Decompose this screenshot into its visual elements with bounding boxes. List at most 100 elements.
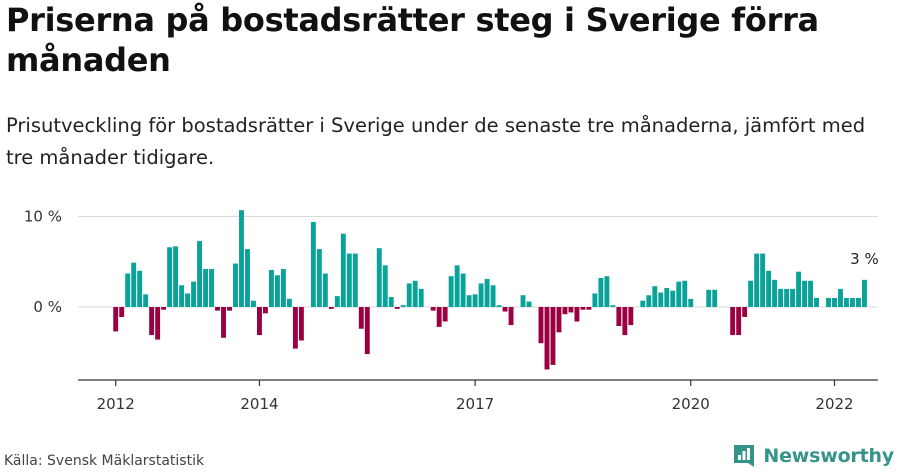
chart-bar	[448, 276, 454, 307]
chart-bar	[802, 280, 807, 307]
chart-bar	[742, 307, 748, 317]
chart-bar	[185, 293, 191, 308]
chart-bar	[316, 249, 322, 307]
source-note: Källa: Svensk Mäklarstatistik	[4, 453, 205, 469]
chart-bar	[167, 247, 173, 307]
chart-bar	[161, 307, 167, 310]
chart-bar	[712, 289, 718, 308]
chart-bar	[736, 307, 742, 336]
chart-bar	[850, 297, 855, 307]
chart-bar	[257, 307, 262, 336]
chart-bar	[778, 288, 784, 307]
chart-bar	[412, 280, 418, 307]
chart-bar	[616, 307, 622, 327]
chart-bar	[155, 307, 161, 340]
chart-bar	[784, 288, 790, 307]
chart-bar	[592, 293, 598, 308]
chart-bar	[520, 295, 526, 308]
chart-bar	[538, 307, 544, 344]
y-tick-label: 0 %	[33, 298, 62, 316]
x-tick-label: 2022	[815, 395, 853, 413]
chart-bar	[137, 270, 143, 307]
chart-bar	[131, 262, 137, 307]
chart-bar	[334, 296, 340, 307]
chart-bar	[215, 307, 220, 311]
chart-bar	[562, 307, 568, 315]
chart-bar	[604, 276, 610, 307]
brand-logo-block: Newsworthy	[731, 440, 894, 472]
chart-bar	[173, 246, 179, 308]
bar-chart: 0 % 10 % 2012 2014 2017 2020 2022 3 %	[24, 208, 879, 414]
x-tick-label: 2017	[456, 395, 494, 413]
chart-bar	[376, 248, 382, 308]
y-tick-label: 10 %	[24, 208, 62, 226]
chart-bar	[227, 307, 232, 311]
chart-bar	[292, 307, 298, 349]
chart-bar	[508, 307, 514, 326]
chart-bar	[406, 283, 412, 307]
chart-bar	[400, 305, 406, 307]
chart-bar	[466, 295, 472, 308]
chart-bar	[245, 249, 250, 307]
chart-bar	[706, 289, 712, 308]
chart-bar	[484, 278, 490, 307]
chart-bar	[113, 307, 119, 332]
chart-bar	[340, 233, 346, 307]
chart-bar	[442, 307, 448, 322]
chart-bar	[826, 297, 831, 307]
chart-bar	[280, 268, 286, 307]
chart-bar	[580, 307, 586, 310]
chart-bar	[382, 265, 388, 307]
chart-bar	[622, 307, 628, 336]
chart-bar	[203, 268, 208, 307]
chart-bar	[233, 263, 238, 307]
chart-bar	[748, 280, 754, 307]
chart-bar	[418, 288, 424, 307]
chart-bar	[460, 273, 466, 307]
chart-bar	[772, 279, 778, 307]
chart-bar	[652, 286, 658, 308]
chart-title: Priserna på bostadsrätter steg i Sverige…	[6, 1, 819, 79]
chart-bar	[197, 240, 203, 307]
chart-bar	[191, 281, 197, 307]
chart-bar	[586, 307, 592, 310]
chart-bar	[670, 290, 676, 307]
chart-bar	[125, 273, 131, 307]
chart-subtitle: Prisutveckling för bostadsrätter i Sveri…	[6, 114, 866, 169]
chart-bar	[646, 295, 652, 308]
chart-bar	[436, 307, 442, 327]
chart-bar	[682, 280, 688, 307]
chart-bar	[598, 278, 604, 307]
chart-bar	[568, 307, 574, 313]
chart-bar	[496, 305, 502, 307]
chart-bar	[298, 307, 304, 341]
chart-bar	[658, 292, 664, 307]
chart-bar	[364, 307, 370, 355]
chart-bar	[832, 297, 837, 307]
chart-bar	[239, 210, 244, 307]
chart-bar	[322, 273, 328, 307]
chart-bar	[790, 288, 796, 307]
chart-bar	[844, 297, 849, 307]
chart-bar	[143, 294, 149, 307]
chart-bar	[388, 297, 394, 308]
chart-bar	[352, 253, 358, 307]
chart-bar	[274, 275, 280, 307]
x-tick-label: 2012	[97, 395, 135, 413]
chart-bar	[640, 300, 646, 307]
chart-bar	[556, 307, 562, 333]
chart-bar	[814, 297, 819, 307]
chart-bar	[574, 307, 580, 322]
chart-bar	[149, 307, 155, 336]
brand-name: Newsworthy	[763, 445, 894, 467]
chart-bar	[688, 298, 694, 308]
x-tick-label: 2014	[240, 395, 278, 413]
chart-bar	[328, 307, 334, 309]
chart-bar	[862, 279, 867, 307]
chart-bar	[472, 294, 478, 307]
chart-bar	[754, 253, 760, 307]
chart-bar	[526, 301, 532, 307]
chart-bar	[430, 307, 436, 311]
chart-bar	[454, 265, 460, 307]
chart-bar	[760, 253, 766, 307]
